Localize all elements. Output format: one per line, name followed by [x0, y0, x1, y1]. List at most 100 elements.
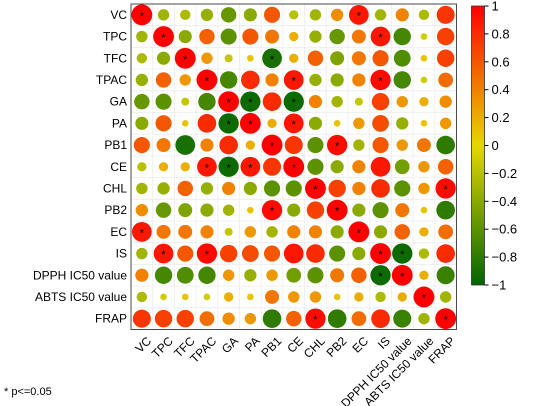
correlation-circle-DPPH IC50 value-PA	[244, 269, 257, 282]
correlation-circle-PA-VC	[135, 116, 149, 130]
column-label: EC	[350, 334, 372, 356]
correlation-circle-PA-FRAP	[439, 117, 452, 130]
significance-star: *	[248, 97, 253, 109]
significance-star: *	[227, 162, 232, 174]
correlation-circle-CE-TPC	[158, 162, 169, 172]
row-label: ABTS IC50 value	[35, 290, 127, 304]
correlation-circle-FRAP-IS	[371, 309, 390, 328]
significance-star: *	[292, 75, 297, 87]
correlation-circle-VC-PA	[243, 8, 257, 22]
correlation-circle-DPPH IC50 value-CHL	[307, 267, 324, 284]
correlation-circle-TPAC-PA	[241, 70, 260, 90]
correlation-circle-CHL-IS	[371, 179, 390, 198]
correlation-circle-FRAP-FRAP	[435, 308, 457, 330]
correlation-circle-CE-GA	[218, 156, 239, 177]
correlation-circle-EC-CHL	[308, 225, 323, 239]
correlation-circle-TPAC-VC	[135, 73, 149, 87]
colorbar-tick-label: 1	[492, 0, 499, 14]
correlation-circle-EC-FRAP	[438, 224, 454, 240]
correlation-circle-CE-TFC	[180, 162, 190, 172]
correlation-circle-TPC-ABTS IC50 value	[420, 33, 428, 40]
correlation-circle-PB2-TPC	[155, 202, 172, 218]
significance-star: *	[248, 119, 253, 131]
correlation-circle-ABTS IC50 value-CE	[288, 291, 300, 303]
correlation-circle-VC-FRAP	[436, 5, 455, 24]
correlation-circle-VC-ABTS IC50 value	[418, 9, 430, 21]
correlation-circle-TFC-ABTS IC50 value	[420, 54, 428, 62]
correlation-circle-TPAC-TPC	[155, 72, 172, 88]
correlation-circle-TPC-GA	[220, 28, 237, 45]
correlation-circle-VC-IS	[374, 9, 387, 21]
correlation-circle-PA-PB1	[267, 118, 277, 129]
correlation-circle-DPPH IC50 value-TPC	[154, 266, 173, 284]
column-label: PB1	[258, 334, 284, 360]
grid-lines	[131, 4, 457, 330]
correlation-circle-VC-EC	[348, 4, 369, 25]
correlation-circle-EC-IS	[373, 225, 388, 239]
correlation-circle-TFC-TFC	[174, 47, 196, 69]
significance-star: *	[378, 32, 383, 44]
correlation-circle-TPC-TPAC	[199, 28, 215, 45]
correlation-circle-TFC-GA	[224, 54, 233, 63]
correlation-circle-TFC-IS	[372, 50, 389, 67]
significance-star: *	[313, 314, 318, 326]
correlation-circle-GA-EC	[354, 97, 363, 106]
correlation-circle-TPAC-CE	[283, 70, 304, 90]
correlation-circle-VC-DPPH IC50 value	[395, 8, 409, 22]
correlation-circle-PB1-PA	[245, 140, 256, 150]
significance-star: *	[444, 184, 449, 196]
significance-star: *	[270, 54, 275, 66]
significance-star: *	[227, 119, 232, 131]
correlation-circle-PB2-PA	[247, 206, 254, 214]
column-label: CHL	[301, 334, 328, 361]
correlation-circle-EC-TFC	[178, 224, 193, 239]
correlation-circle-VC-TPC	[157, 9, 170, 21]
correlation-circle-PA-IS	[372, 114, 389, 132]
column-label: GA	[219, 334, 241, 356]
correlation-circle-PB2-DPPH IC50 value	[395, 203, 410, 218]
correlation-circle-TPC-TFC	[178, 29, 192, 44]
correlation-circle-CE-TPAC	[197, 156, 217, 177]
correlation-circle-IS-PB2	[329, 245, 346, 262]
correlation-circle-EC-EC	[348, 221, 370, 243]
correlation-circle-TPC-EC	[351, 29, 366, 44]
correlation-circle-TFC-VC	[136, 53, 148, 64]
row-label: IS	[116, 247, 127, 261]
correlation-circle-CE-IS	[370, 156, 391, 177]
correlation-circle-VC-CE	[289, 10, 299, 20]
correlation-circle-CHL-TPAC	[200, 182, 214, 195]
correlation-circle-ABTS IC50 value-FRAP	[439, 291, 452, 303]
correlation-circle-CE-DPPH IC50 value	[394, 159, 410, 175]
row-label: TPAC	[96, 73, 127, 87]
correlation-circle-PA-TFC	[181, 120, 189, 127]
correlation-circle-PB2-FRAP	[436, 200, 455, 220]
correlation-circle-TFC-FRAP	[436, 49, 455, 67]
row-label: TPC	[103, 30, 127, 44]
correlation-circle-DPPH IC50 value-PB1	[266, 269, 278, 281]
correlation-circle-TPC-CE	[289, 31, 299, 42]
correlation-circle-FRAP-CE	[286, 310, 302, 327]
correlation-circle-EC-TPC	[156, 224, 171, 239]
correlation-circle-IS-PB1	[263, 245, 281, 262]
colorbar-tick-label: 0.2	[492, 110, 510, 125]
correlation-circle-IS-ABTS IC50 value	[418, 248, 430, 259]
correlation-circle-EC-PB1	[266, 226, 278, 238]
correlation-circle-PA-CE	[283, 113, 304, 134]
correlation-circle-FRAP-TFC	[176, 309, 194, 328]
correlation-circle-PB1-CHL	[307, 136, 324, 154]
correlation-circle-CHL-EC	[352, 181, 366, 196]
correlation-circle-DPPH IC50 value-ABTS IC50 value	[419, 270, 429, 280]
correlation-circle-TPC-DPPH IC50 value	[393, 27, 411, 46]
correlation-circle-IS-DPPH IC50 value	[392, 243, 413, 264]
correlation-circle-IS-VC	[136, 247, 148, 260]
correlation-circle-PA-TPC	[155, 115, 172, 132]
correlation-circle-CHL-FRAP	[435, 178, 456, 199]
correlation-circle-PA-PB2	[333, 120, 341, 127]
correlation-circle-DPPH IC50 value-GA	[222, 269, 235, 281]
significance-star: *	[357, 227, 362, 239]
row-label: PB1	[104, 138, 127, 152]
correlation-circle-PB1-PB1	[261, 134, 283, 156]
correlation-circle-CE-CE	[283, 156, 305, 178]
correlation-circle-ABTS IC50 value-ABTS IC50 value	[413, 286, 435, 308]
correlation-circle-FRAP-PB1	[262, 309, 282, 328]
